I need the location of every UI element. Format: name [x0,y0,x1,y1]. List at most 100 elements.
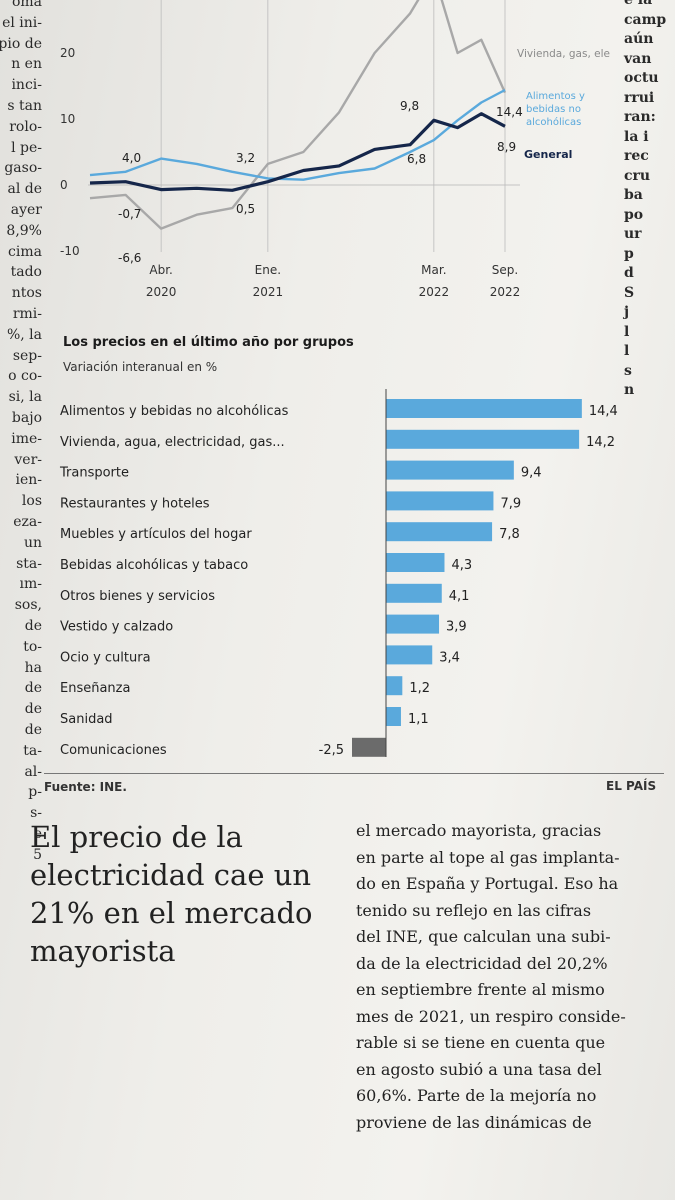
left-column-fragment: los [21,493,42,510]
left-column-fragment: ime- [11,430,42,447]
line-value-label: 3,2 [236,151,255,165]
bar-value-label: 14,4 [589,404,618,419]
left-column-fragment: to- [23,638,42,655]
newspaper-brand: EL PAÍS [606,779,657,793]
bar [386,645,433,665]
bar [386,676,403,696]
bar [386,583,442,603]
left-column-fragment: rolo- [9,118,42,135]
left-column-fragment: l pe- [11,139,42,156]
article-body-line: en parte al tope al gas implanta- [356,847,620,867]
bar [386,707,401,726]
bar-chart-title: Los precios en el último año por grupos [63,335,354,350]
legend-alimentos-line3: alcohólicas [526,116,581,128]
y-tick-label: -10 [60,244,80,258]
bar [386,460,514,480]
left-column-fragment: s- [30,805,42,822]
chart-source: Fuente: INE. [44,780,127,794]
right-column-fragment: ran: [624,109,656,125]
bar-value-label: 7,9 [500,496,521,511]
article-body-line: rable si se tiene en cuenta que [356,1033,606,1052]
right-column-text: e la camp aún van octu rrui ran: la i rec cru ba po… [620,0,675,1200]
legend-vivienda: Vivienda, gas, electricidad... [517,48,610,60]
bar-category-label: Otros bienes y servicios [60,589,215,604]
legend-alimentos-line1: Alimentos y [526,91,585,102]
left-column-fragment: ien- [15,472,42,489]
article-headline: El precio de la electricidad cae un 21% … [30,820,313,968]
right-column-fragment: rec [624,148,649,164]
right-column-fragment: d [624,265,634,281]
left-column-fragment: e [33,826,42,842]
left-column-fragment: de [24,680,42,697]
right-column-fragment: e la [624,0,653,8]
article-body-line: da de la electricidad del 20,2% [356,953,608,973]
x-tick-year: 2022 [490,285,521,299]
series-line [89,112,506,192]
article-body-line: tenido su reflejo en las cifras [356,900,592,920]
left-column-text: oma el ini-pio de n en inci-s tan rolo-l pe-… [0,0,44,1200]
bar-category-label: Vivienda, agua, electricidad, gas... [60,435,285,450]
bar-value-label: 3,4 [439,650,460,665]
right-column-fragment: S [624,284,635,301]
right-column-fragment: ba [624,187,643,203]
bar-category-label: Restaurantes y hoteles [60,496,210,511]
bar [352,737,386,757]
bar-value-label: 14,2 [586,435,615,450]
right-column-fragment: cru [624,167,651,184]
left-column-fragment: ım- [19,576,42,593]
y-tick-label: 0 [60,178,68,192]
groups-bar-chart: Alimentos y bebidas no alcohólicas 14,4 Vi… [59,389,618,758]
bar [386,429,580,449]
bar-category-label: Sanidad [60,712,113,727]
left-column-fragment: sep- [12,347,42,364]
left-column-fragment: o co- [8,368,42,385]
left-column-fragment: pio de [0,35,42,52]
right-column-fragment: ur [624,226,642,242]
bar-category-label: Bebidas alcohólicas y tabaco [60,558,248,573]
left-column-fragment: al- [24,763,42,780]
bar-value-label: -2,5 [319,743,344,758]
left-column-fragment: ntos [11,285,42,302]
bar-category-label: Ocio y cultura [60,650,151,665]
bar [386,614,440,634]
left-column-fragment: n en [11,56,42,73]
line-value-label: 14,4 [496,105,523,119]
left-column-fragment: de [24,722,42,738]
left-column-fragment: p- [28,784,42,801]
left-column-fragment: ver- [14,451,42,468]
legend-alimentos-line2: bebidas no [526,104,581,115]
bar-value-label: 3,9 [446,620,467,635]
left-column-fragment: bajo [11,410,42,426]
bar-chart-subtitle: Variación interanual en % [63,360,218,374]
line-value-label: -0,7 [118,207,141,221]
left-column-fragment: s tan [7,98,42,114]
bar-category-label: Muebles y artículos del hogar [60,527,252,542]
bar [386,491,494,511]
left-column-fragment: gaso- [4,160,42,177]
x-tick-year: 2020 [146,285,177,299]
article-body-line: el mercado mayorista, gracias [356,821,602,840]
right-column-fragment: aún [624,31,654,47]
left-column-fragment: cima [8,243,42,260]
line-value-label: 9,8 [400,99,419,113]
series-line [89,88,506,181]
right-column-fragment: p [624,245,634,262]
right-column-fragment: rrui [624,89,655,106]
line-value-label: 0,5 [236,202,255,216]
bar-value-label: 4,3 [451,558,472,573]
bar-value-label: 1,2 [409,681,430,696]
bar-value-label: 1,1 [408,712,429,727]
x-tick-year: 2021 [253,285,284,299]
chart-footer-rule [44,773,664,774]
right-column-fragment: la i [624,128,649,145]
line-value-label: 8,9 [497,140,516,154]
bar [386,399,582,418]
left-column-fragment: ta- [23,742,42,759]
left-column-fragment: eza- [13,514,42,530]
left-column-fragment: sos, [14,597,42,614]
legend-general: General [524,148,572,161]
y-tick-label: 20 [60,46,75,60]
article-body-line: en septiembre frente al mismo [356,980,605,999]
right-column-fragment: j [624,304,630,320]
